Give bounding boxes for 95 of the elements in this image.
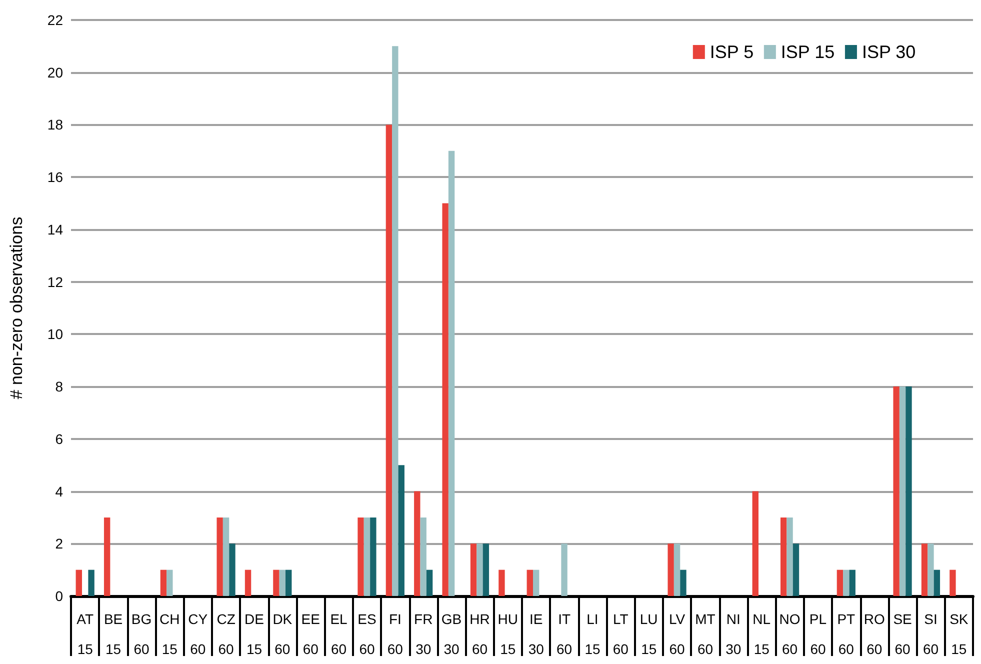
bar — [244, 570, 252, 596]
x-tick-label: LU 15 — [640, 611, 658, 657]
x-tick-label: HR 60 — [470, 611, 490, 657]
x-tick-label: CH 15 — [160, 611, 180, 657]
bar — [893, 386, 900, 596]
bar — [849, 570, 856, 596]
x-tick-label: RO 60 — [864, 611, 885, 657]
y-tick-label: 0 — [55, 588, 64, 604]
bar — [561, 544, 568, 596]
x-tick-label: EL 60 — [330, 611, 348, 657]
x-tick-label: SI 60 — [922, 611, 939, 657]
x-tick-label: FI 60 — [387, 611, 404, 657]
y-tick-label: 16 — [47, 169, 64, 186]
x-tick-label: BE 15 — [104, 611, 123, 657]
bar — [668, 544, 674, 596]
x-tick-label: NL 15 — [752, 611, 771, 657]
bar — [532, 570, 540, 596]
y-tick-label: 10 — [47, 326, 64, 342]
x-tick-label: IT 60 — [556, 611, 572, 657]
x-tick-label: LI 15 — [584, 611, 600, 657]
x-tick-label: PL 60 — [809, 611, 827, 657]
bar — [358, 517, 364, 596]
legend-label: ISP 15 — [780, 42, 835, 62]
y-tick-label: 12 — [47, 274, 64, 290]
x-tick-label: PT 60 — [837, 611, 856, 657]
bar — [386, 124, 392, 596]
bar — [843, 570, 850, 596]
bar — [921, 544, 928, 596]
bar — [906, 386, 912, 596]
x-tick-label: DE 15 — [244, 611, 264, 657]
bar — [950, 570, 956, 596]
y-tick-label: 4 — [55, 483, 64, 500]
bar — [273, 570, 280, 596]
legend-label: ISP 30 — [862, 42, 916, 62]
bar — [279, 570, 286, 596]
bar — [448, 150, 455, 596]
x-tick-label: SK 15 — [950, 611, 969, 657]
x-tick-label: NI 30 — [726, 611, 742, 657]
bar — [934, 570, 940, 596]
x-tick-label: IE 30 — [528, 611, 544, 657]
bar — [420, 517, 426, 596]
bar — [680, 570, 686, 596]
x-tick-label: MT 60 — [695, 611, 716, 657]
x-tick-label: EE 60 — [301, 611, 320, 657]
bar — [526, 570, 533, 596]
bar — [104, 517, 110, 596]
y-tick-label: 8 — [55, 378, 64, 395]
bar — [398, 465, 404, 596]
bar — [229, 544, 236, 596]
bar — [286, 570, 292, 596]
legend-label: ISP 5 — [710, 42, 754, 62]
x-tick-label: SE 60 — [893, 611, 912, 657]
bar — [792, 544, 800, 596]
y-axis-title: # non-zero observations — [7, 216, 26, 400]
bar — [364, 517, 370, 596]
bar — [76, 570, 82, 596]
bar — [836, 570, 844, 596]
x-tick-label: FR 30 — [414, 611, 433, 657]
bar — [392, 46, 398, 596]
x-tick-label: CZ 60 — [216, 611, 236, 657]
x-tick-label: HU 15 — [498, 611, 518, 657]
y-tick-label: 14 — [47, 221, 64, 238]
bar — [88, 570, 94, 596]
bar — [160, 570, 167, 596]
bar — [222, 517, 230, 596]
bar — [476, 544, 483, 596]
bar — [786, 517, 793, 596]
x-tick-label: CY 60 — [188, 611, 208, 657]
y-tick-label: 20 — [47, 64, 64, 80]
bar — [426, 570, 433, 596]
x-tick-label: LV 60 — [668, 611, 686, 657]
bar — [498, 570, 505, 596]
x-tick-label: ES 60 — [358, 611, 376, 657]
y-tick-label: 22 — [47, 12, 64, 28]
x-tick-label: AT 15 — [76, 611, 94, 657]
bar — [899, 386, 906, 596]
x-tick-label: NO 60 — [779, 611, 800, 657]
x-tick-label: LT 60 — [612, 611, 629, 657]
bar — [414, 491, 420, 596]
x-tick-label: GB 30 — [441, 611, 462, 657]
bar — [166, 570, 173, 596]
bar — [674, 544, 680, 596]
bar — [470, 544, 477, 596]
x-tick-label: BG 60 — [131, 611, 152, 657]
bar — [780, 517, 787, 596]
bar — [370, 517, 376, 596]
y-tick-label: 18 — [47, 116, 64, 133]
bar — [752, 491, 758, 596]
bar — [482, 544, 490, 596]
x-tick-label: DK 60 — [272, 611, 293, 657]
y-tick-label: 2 — [55, 536, 64, 552]
bar — [216, 517, 223, 596]
y-tick-label: 6 — [55, 430, 64, 447]
bar — [928, 544, 934, 596]
bar — [442, 203, 448, 596]
